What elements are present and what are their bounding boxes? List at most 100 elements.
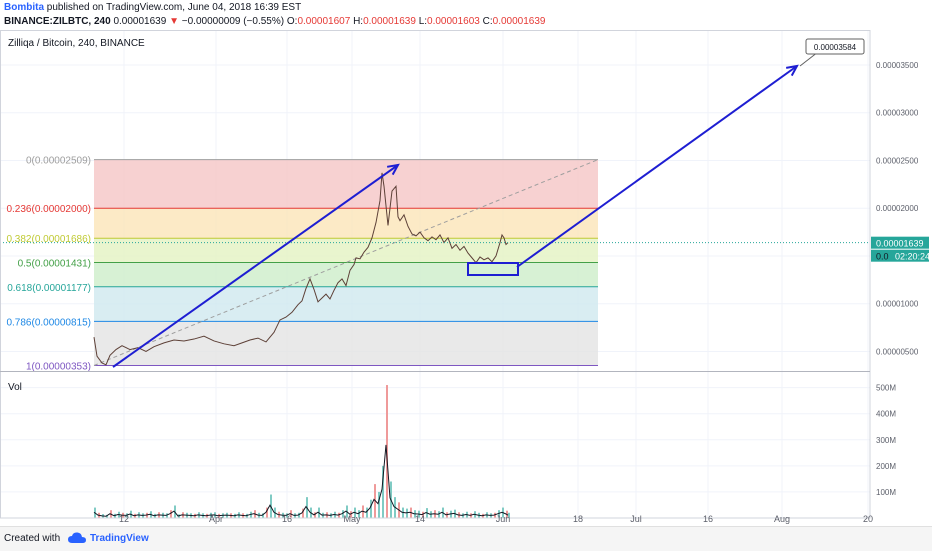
close-label: C: (482, 16, 493, 27)
publish-line: Bombita published on TradingView.com, Ju… (4, 2, 301, 13)
y-tick-label: 0.00002000 (876, 204, 919, 213)
ohlc-line: BINANCE:ZILBTC, 240 0.00001639 ▼ −0.0000… (4, 16, 546, 27)
fib-zone (94, 321, 598, 366)
high-label: H: (353, 16, 364, 27)
vol-tick-label: 200M (876, 462, 896, 471)
x-tick-label: 16 (703, 514, 713, 524)
published-text: published on TradingView.com, June 04, 2… (46, 2, 302, 13)
chart-frame (0, 30, 871, 519)
x-tick-label: 12 (119, 514, 129, 524)
volume-bar (126, 513, 128, 518)
footer: Created with TradingView (0, 526, 932, 551)
fib-zone (94, 208, 598, 239)
arrow-head-icon (386, 163, 400, 176)
tradingview-cloud-icon (68, 532, 86, 543)
fib-zone (94, 238, 598, 263)
x-tick-label: Apr (209, 514, 223, 524)
price-chart[interactable]: 0(0.00002509) 0.236(0.00002000) 0.382(0.00… (0, 30, 932, 526)
fibonacci-retracement: 0(0.00002509) 0.236(0.00002000) 0.382(0.00… (6, 156, 599, 373)
vol-tick-label: 100M (876, 488, 896, 497)
fib-zone (94, 159, 598, 209)
fib-zone (94, 262, 598, 287)
fib-level-label: 1(0.00000353) (26, 362, 91, 373)
price-value: 0.00001639 (113, 16, 167, 27)
volume-bar (350, 511, 352, 518)
vol-tick-label: 400M (876, 410, 896, 419)
volume-bar (470, 513, 472, 518)
support-box (467, 262, 519, 276)
volume-bar (342, 510, 344, 518)
fib-level-label: 0(0.00002509) (26, 156, 91, 167)
chart-title: Zilliqa / Bitcoin, 240, BINANCE (8, 38, 145, 49)
tradingview-brand[interactable]: TradingView (90, 533, 149, 544)
created-with-text: Created with (4, 533, 61, 544)
arrow-head-icon (785, 64, 799, 77)
volume-bar (250, 511, 252, 518)
fib-zone (94, 286, 598, 322)
x-tick-label: May (343, 514, 361, 524)
fib-level-label: 0.618(0.00001177) (7, 283, 91, 294)
vol-tick-label: 500M (876, 384, 896, 393)
last-price-box (871, 236, 929, 249)
volume-bar (370, 499, 372, 518)
last-price-short-label: 0.0 (876, 252, 889, 262)
volume-bar (338, 512, 340, 518)
countdown-label: 02:20:24 (895, 252, 930, 262)
symbol-label: BINANCE:ZILBTC, 240 (4, 16, 111, 27)
y-tick-label: 0.00000500 (876, 347, 919, 356)
volume-bar (314, 512, 316, 518)
x-tick-label: Jul (630, 514, 642, 524)
volume-ma-line (93, 444, 509, 517)
y-tick-label: 0.00001000 (876, 300, 919, 309)
down-arrow-icon: ▼ (169, 16, 179, 27)
volume-bar (286, 513, 288, 518)
x-tick-label: Jun (496, 514, 511, 524)
volume-bar (106, 514, 108, 518)
arrow-up-move-1 (112, 164, 399, 368)
volume-bar (494, 512, 496, 518)
volume-bar (266, 507, 268, 518)
volume-bar (422, 511, 424, 518)
y-tick-label: 0.00003500 (876, 61, 919, 70)
volume-bar (262, 513, 264, 518)
open-value: 0.00001607 (297, 16, 351, 27)
volume-bar (438, 511, 440, 518)
vol-tick-label: 300M (876, 436, 896, 445)
fib-level-label: 0.236(0.00002000) (6, 204, 91, 215)
low-value: 0.00001603 (427, 16, 480, 27)
fib-level-label: 0.382(0.00001686) (6, 234, 91, 245)
volume-bar (508, 512, 510, 518)
volume-bar (378, 491, 380, 518)
volume-bar (166, 513, 168, 518)
chart-axes: 12 Apr 16 May 14 Jun 18 Jul 16 Aug 20 0.00003500 0.0… (0, 30, 930, 524)
author-link[interactable]: Bombita (4, 2, 44, 13)
annotations: 0.00003584 (112, 38, 865, 368)
volume-bar (382, 465, 384, 518)
volume-bar (498, 510, 500, 518)
close-value: 0.00001639 (492, 16, 546, 27)
open-label: O: (286, 16, 298, 27)
countdown-box (871, 249, 929, 262)
x-tick-label: 14 (415, 514, 425, 524)
x-tick-label: 18 (573, 514, 583, 524)
price-line (93, 172, 509, 366)
x-tick-label: 16 (282, 514, 292, 524)
volume-bar (302, 508, 304, 518)
target-callout-box (805, 38, 865, 55)
volume-bar (366, 507, 368, 518)
x-tick-label: 20 (863, 514, 873, 524)
volume-bar (298, 512, 300, 518)
volume-bar (406, 508, 408, 518)
target-callout-label: 0.00003584 (814, 43, 857, 52)
x-tick-label: Aug (774, 514, 790, 524)
high-value: 0.00001639 (363, 16, 416, 27)
low-label: L: (418, 16, 428, 27)
volume-bar (358, 510, 360, 518)
y-tick-label: 0.00002500 (876, 156, 919, 165)
fib-level-label: 0.5(0.00001431) (18, 259, 91, 270)
last-price-label: 0.00001639 (876, 239, 924, 249)
volume-bar (170, 510, 172, 518)
fib-level-label: 0.786(0.00000815) (6, 317, 91, 328)
volume-label: Vol (8, 382, 22, 393)
volume-pane (93, 385, 510, 518)
